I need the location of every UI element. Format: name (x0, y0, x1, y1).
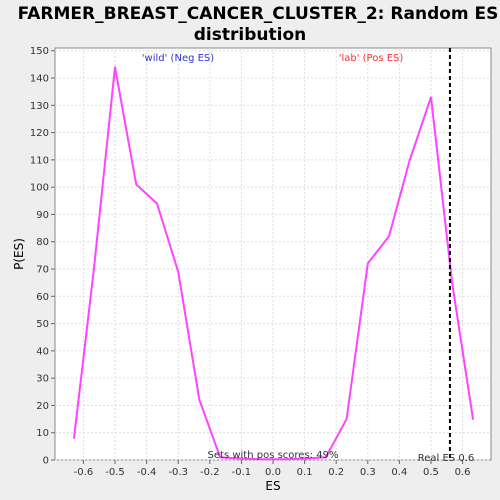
data-point (430, 96, 432, 98)
y-tick-label: 100 (30, 183, 49, 194)
x-tick-label: -0.5 (105, 467, 125, 478)
data-point (240, 457, 243, 460)
y-tick-label: 30 (36, 374, 49, 385)
y-tick-label: 70 (36, 265, 49, 276)
x-tick-label: -0.3 (168, 467, 188, 478)
data-point (219, 456, 222, 459)
y-tick-label: 150 (30, 46, 49, 57)
data-point (451, 281, 453, 284)
x-tick-label: 0.2 (328, 467, 344, 478)
series-points (73, 66, 474, 460)
x-tick-label: 0.6 (455, 467, 471, 478)
y-tick-label: 110 (30, 155, 49, 166)
y-axis-label: P(ES) (12, 238, 26, 270)
data-point (324, 456, 327, 459)
y-tick-label: 10 (36, 428, 49, 439)
x-tick-label: 0.0 (265, 467, 281, 478)
y-tick-label: 40 (36, 346, 49, 357)
data-point (409, 159, 411, 161)
data-point (472, 418, 474, 420)
y-axis-ticks: 0 10 20 30 40 50 60 70 80 90 100 110 120 130 140 150 (30, 46, 55, 467)
series-line (73, 66, 474, 461)
data-point (345, 418, 348, 420)
data-point (73, 437, 75, 439)
data-point (198, 399, 201, 401)
data-point (388, 235, 390, 238)
y-tick-label: 0 (43, 456, 49, 467)
chart-title-line2: distribution (194, 25, 306, 45)
data-point (282, 458, 285, 460)
y-tick-label: 80 (36, 237, 49, 248)
data-point (177, 270, 180, 273)
y-tick-label: 130 (30, 101, 49, 112)
y-tick-label: 140 (30, 74, 49, 85)
chart-title-line1: FARMER_BREAST_CANCER_CLUSTER_2: Random E… (18, 4, 499, 24)
pos-scores-label: Sets with pos scores: 49% (208, 450, 339, 461)
neg-es-label: 'wild' (Neg ES) (142, 53, 214, 64)
data-point (93, 268, 95, 270)
x-tick-label: -0.2 (200, 467, 220, 478)
x-tick-label: -0.4 (137, 467, 157, 478)
x-tick-label: -0.1 (232, 467, 252, 478)
data-point (366, 262, 369, 265)
y-tick-label: 120 (30, 128, 49, 139)
y-tick-label: 20 (36, 401, 49, 412)
real-es-label: Real ES 0.6 (418, 453, 474, 464)
y-tick-label: 90 (36, 210, 49, 221)
data-point (135, 183, 137, 186)
x-tick-label: 0.3 (360, 467, 376, 478)
data-point (261, 458, 264, 460)
y-tick-label: 60 (36, 292, 49, 303)
data-point (303, 457, 306, 460)
data-point (156, 202, 158, 205)
x-tick-label: 0.4 (391, 467, 407, 478)
x-tick-label: -0.6 (74, 467, 94, 478)
x-tick-label: 0.5 (423, 467, 439, 478)
data-point (114, 66, 116, 68)
x-axis-ticks: -0.6 -0.5 -0.4 -0.3 -0.2 -0.1 0.0 0.1 0.2 0.3 0.4 0… (74, 460, 471, 478)
x-tick-label: 0.1 (297, 467, 313, 478)
y-tick-label: 50 (36, 319, 49, 330)
pos-es-label: 'lab' (Pos ES) (339, 53, 404, 64)
x-axis-label: ES (265, 479, 280, 493)
